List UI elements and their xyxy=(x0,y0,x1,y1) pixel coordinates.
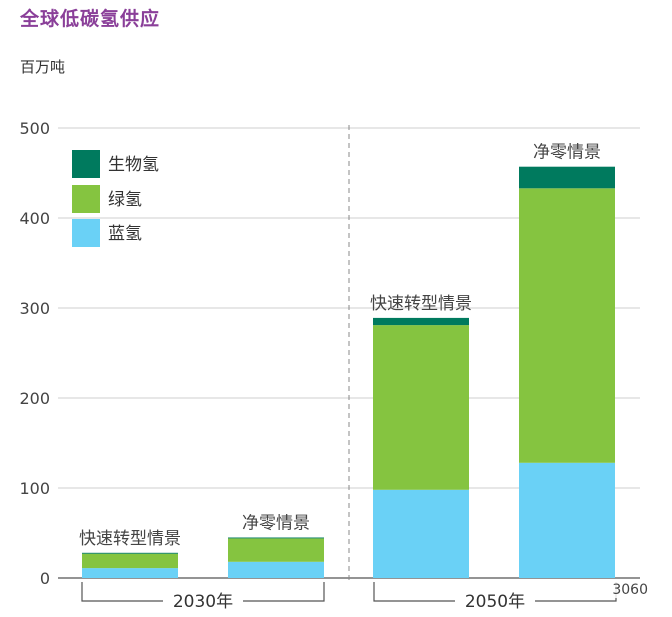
bar-segment-绿氢 xyxy=(519,188,615,463)
legend-swatch xyxy=(72,219,100,247)
watermark: 3060 xyxy=(610,582,650,598)
bar-segment-绿氢 xyxy=(373,325,469,490)
bar-category-label: 净零情景 xyxy=(533,143,601,163)
group-bracket xyxy=(81,582,325,602)
bar-segment-蓝氢 xyxy=(82,568,178,578)
bar-category-label: 净零情景 xyxy=(242,514,310,534)
y-tick-label: 500 xyxy=(19,119,50,138)
y-tick-label: 0 xyxy=(40,569,50,588)
legend-swatch xyxy=(72,150,100,178)
bar-segment-绿氢 xyxy=(82,553,178,569)
bar-segment-生物氢 xyxy=(373,317,469,326)
bar-segment-蓝氢 xyxy=(228,561,324,578)
bar-category-label: 快速转型情景 xyxy=(370,294,472,314)
legend-label: 绿氢 xyxy=(108,190,142,210)
y-tick-label: 200 xyxy=(19,389,50,408)
group-label: 2030年 xyxy=(173,592,233,612)
bar-category-label: 快速转型情景 xyxy=(79,529,181,549)
y-tick-label: 400 xyxy=(19,209,50,228)
bar-segment-生物氢 xyxy=(82,552,178,554)
chart-title: 全球低碳氢供应 xyxy=(20,8,161,30)
y-axis-unit: 百万吨 xyxy=(20,58,66,76)
legend-swatch xyxy=(72,185,100,213)
legend-label: 生物氢 xyxy=(108,155,159,175)
y-tick-label: 100 xyxy=(19,479,50,498)
legend-label: 蓝氢 xyxy=(108,224,142,244)
bar-segment-生物氢 xyxy=(519,166,615,189)
group-label: 2050年 xyxy=(465,592,525,612)
bar-segment-蓝氢 xyxy=(519,462,615,578)
bar-segment-蓝氢 xyxy=(373,489,469,578)
y-tick-label: 300 xyxy=(19,299,50,318)
bar-segment-绿氢 xyxy=(228,538,324,562)
bar-segment-生物氢 xyxy=(228,537,324,539)
